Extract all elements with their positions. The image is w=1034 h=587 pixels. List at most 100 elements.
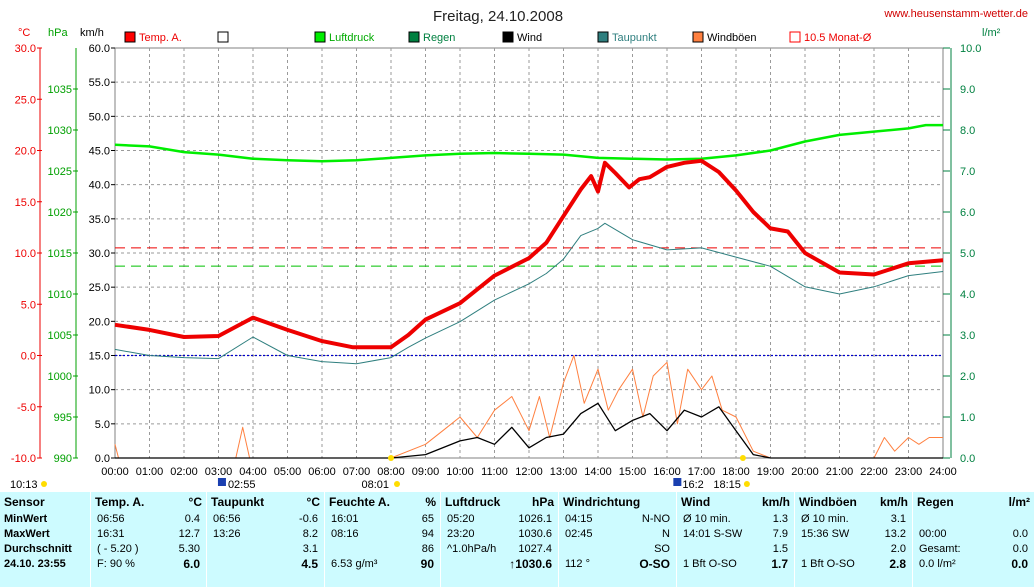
pressure-tick-label: 990 xyxy=(54,453,72,465)
time-tick-label: 04:00 xyxy=(239,466,267,478)
wind-tick-label: 40.0 xyxy=(89,180,110,192)
legend-swatch xyxy=(597,31,609,43)
moon-icon xyxy=(217,478,226,486)
dewpoint-series-line xyxy=(114,222,944,365)
pressure-tick-label: 1010 xyxy=(48,289,72,301)
wind-beaufort: 1 Bft O-SO xyxy=(683,558,737,570)
sunrise-marker xyxy=(388,455,394,461)
temp-header: Temp. A. xyxy=(95,495,145,509)
sun-marker xyxy=(41,481,47,487)
legend-label: Temp. A. xyxy=(139,32,182,44)
rain-day-label: 0.0 l/m² xyxy=(919,558,956,570)
time-tick-label: 00:00 xyxy=(101,466,129,478)
sunrise-icon xyxy=(394,481,400,487)
legend-swatch xyxy=(789,31,801,43)
humidity-header: Feuchte A. xyxy=(329,495,390,509)
humidity-absolute: 6.53 g/m³ xyxy=(331,558,378,570)
time-tick-label: 14:00 xyxy=(584,466,612,478)
legend-label: Wind xyxy=(517,32,542,44)
time-tick-label: 20:00 xyxy=(791,466,819,478)
rain-tick-label: 5.0 xyxy=(960,248,975,260)
time-tick-label: 03:00 xyxy=(205,466,233,478)
pressure-min-value: 1026.1 xyxy=(518,513,552,525)
humidity-min-value: 65 xyxy=(421,513,434,525)
temp-max-time: 16:31 xyxy=(97,528,125,540)
gust-max-value: 13.2 xyxy=(884,528,906,540)
pressure-column: Luftdruck hPa 05:20 1026.1 23:20 1030.6 ^1.… xyxy=(441,492,559,587)
wind-tick-label: 50.0 xyxy=(89,111,110,123)
rain-column: Regen l/m² 00:00 0.0 Gesamt: 0.0 0.0 l/m² 0.… xyxy=(913,492,1034,587)
gust-avg10-value: 3.1 xyxy=(890,513,906,525)
gust-column: Windböen km/h Ø 10 min. 3.1 15:36 SW 13.2 2… xyxy=(795,492,913,587)
wind-avg-value: 1.5 xyxy=(772,543,788,555)
pressure-unit: hPa xyxy=(531,495,554,509)
sensor-row-max: MaxWert xyxy=(4,528,50,540)
wind-max-value: 7.9 xyxy=(772,528,788,540)
gust-avg-value: 2.0 xyxy=(890,543,906,555)
rain-time: 00:00 xyxy=(919,528,947,540)
temperature-series-line xyxy=(114,158,944,350)
time-tick-label: 24:00 xyxy=(929,466,957,478)
temp-tick-label: -5.0 xyxy=(17,402,36,414)
winddir-min-time: 04:15 xyxy=(565,513,593,525)
pressure-max-value: 1030.6 xyxy=(518,528,552,540)
dewpoint-max-value: 8.2 xyxy=(302,528,318,540)
temp-min-value: 0.4 xyxy=(184,513,200,525)
wind-tick-label: 20.0 xyxy=(89,316,110,328)
wind-tick-label: 45.0 xyxy=(89,146,110,158)
pressure-max-time: 23:20 xyxy=(447,528,475,540)
legend-swatch xyxy=(217,31,229,43)
legend-label: Windböen xyxy=(707,32,757,44)
legend-label: Taupunkt xyxy=(612,32,657,44)
legend-label: 10.5 Monat-Ø xyxy=(804,32,872,44)
rain-header: Regen xyxy=(917,495,954,509)
legend-label: Regen xyxy=(423,32,455,44)
humidity-max-time: 08:16 xyxy=(331,528,359,540)
humidity-current-value: 90 xyxy=(420,557,434,571)
gust-current-value: 2.8 xyxy=(889,557,906,571)
pressure-min-time: 05:20 xyxy=(447,513,475,525)
wind-tick-label: 10.0 xyxy=(89,385,110,397)
rain-total-value: 0.0 xyxy=(1012,543,1028,555)
wind-axis-unit: km/h xyxy=(80,27,104,39)
dewpoint-unit: °C xyxy=(306,495,320,509)
humidity-avg-value: 86 xyxy=(421,543,434,555)
moon-icon xyxy=(673,478,682,486)
wind-tick-label: 5.0 xyxy=(95,419,110,431)
wind-tick-label: 30.0 xyxy=(89,248,110,260)
legend-label: Luftdruck xyxy=(329,32,375,44)
time-tick-label: 12:00 xyxy=(515,466,543,478)
pressure-avg-value: 1027.4 xyxy=(518,543,552,555)
time-tick-label: 05:00 xyxy=(274,466,302,478)
winddir-avg-value: SO xyxy=(654,543,670,555)
humidity-max-value: 94 xyxy=(421,528,434,540)
sensor-column: Sensor MinWert MaxWert Durchschnitt 24.1… xyxy=(0,492,91,587)
humidity-min-time: 16:01 xyxy=(331,513,359,525)
time-tick-label: 13:00 xyxy=(550,466,578,478)
temp-tick-label: 25.0 xyxy=(15,94,36,106)
humidity-unit: % xyxy=(425,495,436,509)
rain-tick-label: 6.0 xyxy=(960,207,975,219)
chart-title: Freitag, 24.10.2008 xyxy=(433,8,563,25)
pressure-tick-label: 1035 xyxy=(48,84,72,96)
rain-tick-label: 2.0 xyxy=(960,371,975,383)
dewpoint-column: Taupunkt °C 06:56 -0.6 13:26 8.2 3.1 4.5 xyxy=(207,492,325,587)
wind-tick-label: 35.0 xyxy=(89,214,110,226)
rain-tick-label: 8.0 xyxy=(960,125,975,137)
pressure-header: Luftdruck xyxy=(445,495,501,509)
wind-tick-label: 15.0 xyxy=(89,351,110,363)
pressure-tick-label: 1015 xyxy=(48,248,72,260)
website-link[interactable]: www.heusenstamm-wetter.de xyxy=(883,8,1028,20)
temp-column: Temp. A. °C 06:56 0.4 16:31 12.7 ( - 5.20 )… xyxy=(91,492,207,587)
chart-series xyxy=(114,123,944,459)
time-tick-label: 10:00 xyxy=(446,466,474,478)
rain-tick-label: 4.0 xyxy=(960,289,975,301)
moon-time-label: 16:2 xyxy=(682,479,703,491)
rain-tick-label: 9.0 xyxy=(960,84,975,96)
time-tick-label: 22:00 xyxy=(860,466,888,478)
sensor-row-current: 24.10. 23:55 xyxy=(4,558,66,570)
winddir-max-value: N xyxy=(662,528,670,540)
temp-avg-note: ( - 5.20 ) xyxy=(97,543,139,555)
wind-avg-label: Ø 10 min. xyxy=(683,513,731,525)
wind-tick-label: 60.0 xyxy=(89,43,110,55)
